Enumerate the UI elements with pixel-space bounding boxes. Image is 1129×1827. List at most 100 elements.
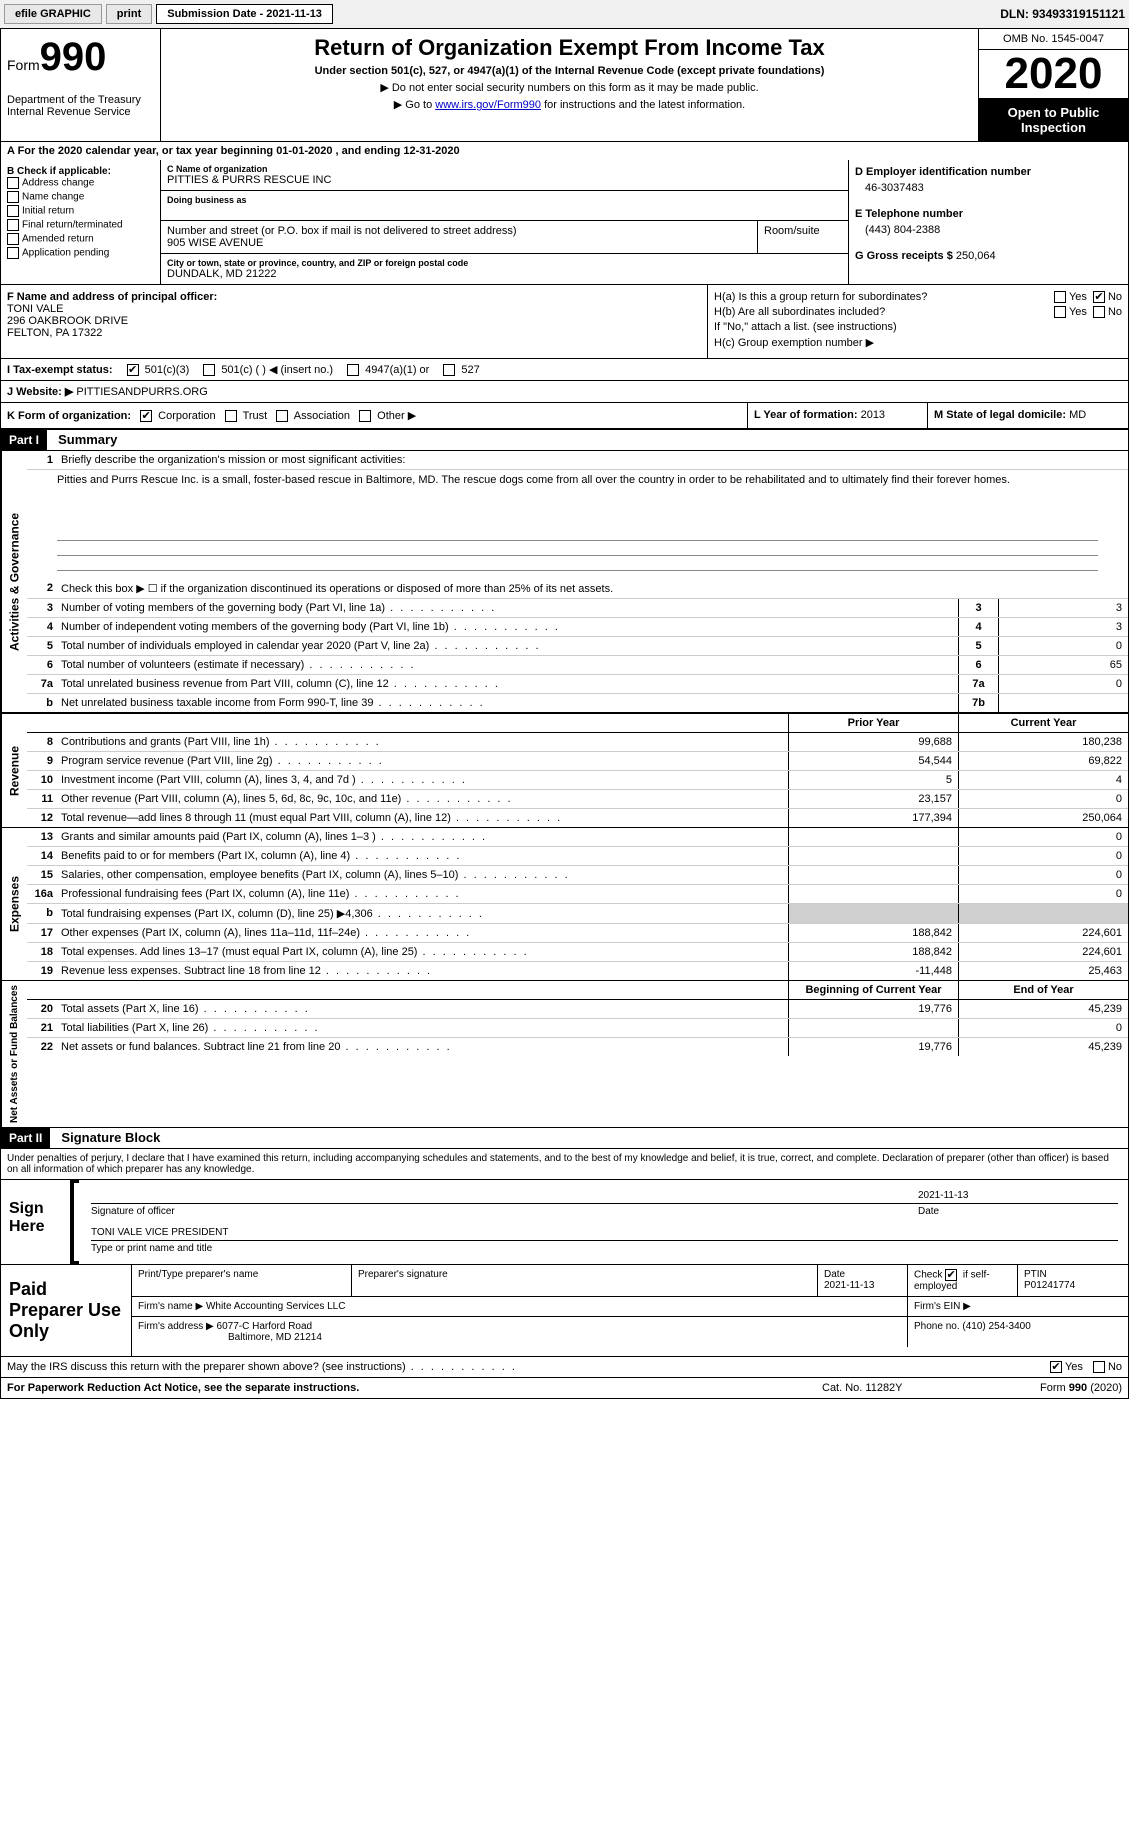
cb-app-pending[interactable] [7,247,19,259]
officer-addr2: FELTON, PA 17322 [7,327,701,339]
netassets-block: Net Assets or Fund Balances Beginning of… [1,981,1128,1128]
ein-label: D Employer identification number [855,166,1122,178]
line-box: 7a [958,675,998,693]
cb-amended[interactable] [7,233,19,245]
footer-row: For Paperwork Reduction Act Notice, see … [1,1378,1128,1398]
curr-value [958,904,1128,923]
curr-value: 224,601 [958,943,1128,961]
form-subtitle: Under section 501(c), 527, or 4947(a)(1)… [167,65,972,77]
section-c: C Name of organization PITTIES & PURRS R… [161,160,848,284]
ptin-label: PTIN [1024,1269,1047,1280]
addr-value: 905 WISE AVENUE [167,237,751,249]
lbl-address-change: Address change [22,178,94,189]
cb-discuss-no[interactable] [1093,1361,1105,1373]
print-button[interactable]: print [106,4,152,24]
cb-hb-yes[interactable] [1054,306,1066,318]
preparer-label: Paid Preparer Use Only [1,1265,131,1356]
line-desc: Total expenses. Add lines 13–17 (must eq… [57,943,788,961]
cb-527[interactable] [443,364,455,376]
cb-initial-return[interactable] [7,205,19,217]
expenses-block: Expenses 13Grants and similar amounts pa… [1,828,1128,981]
l2-desc: Check this box ▶ ☐ if the organization d… [57,579,1128,598]
room-label: Room/suite [764,225,820,237]
efile-button[interactable]: efile GRAPHIC [4,4,102,24]
side-revenue: Revenue [1,714,27,827]
l-label: L Year of formation: [754,409,858,421]
line-value: 3 [998,618,1128,636]
cb-discuss-yes[interactable] [1050,1361,1062,1373]
website-value: PITTIESANDPURRS.ORG [76,386,207,398]
line-row: 14Benefits paid to or for members (Part … [27,847,1128,866]
prep-sig-label: Preparer's signature [352,1265,818,1296]
cb-trust[interactable] [225,410,237,422]
curr-value: 0 [958,828,1128,846]
l2-num: 2 [27,579,57,598]
part1-label: Part I [1,430,47,450]
line-desc: Total fundraising expenses (Part IX, col… [57,904,788,923]
line-desc: Contributions and grants (Part VIII, lin… [57,733,788,751]
line-desc: Total unrelated business revenue from Pa… [57,675,958,693]
cb-name-change[interactable] [7,191,19,203]
line-desc: Investment income (Part VIII, column (A)… [57,771,788,789]
cb-address-change[interactable] [7,177,19,189]
rev-header: Prior Year Current Year [27,714,1128,733]
line-row: 11Other revenue (Part VIII, column (A), … [27,790,1128,809]
cb-final-return[interactable] [7,219,19,231]
opt-other: Other ▶ [377,410,416,422]
irs-link[interactable]: www.irs.gov/Form990 [435,99,541,111]
lbl-final-return: Final return/terminated [22,220,123,231]
line-desc: Number of voting members of the governin… [57,599,958,617]
lbl-app-pending: Application pending [22,248,109,259]
cb-other[interactable] [359,410,371,422]
gross-value: 250,064 [956,250,996,262]
line-num: 20 [27,1000,57,1018]
line-num: 19 [27,962,57,980]
cb-501c3[interactable] [127,364,139,376]
cb-hb-no[interactable] [1093,306,1105,318]
cb-assoc[interactable] [276,410,288,422]
part2-header-row: Part II Signature Block [1,1128,1128,1149]
line-row: bTotal fundraising expenses (Part IX, co… [27,904,1128,924]
header-left: Form990 Department of the Treasury Inter… [1,29,161,141]
form-title: Return of Organization Exempt From Incom… [167,35,972,61]
sign-here-block: Sign Here 2021-11-13 Signature of office… [1,1180,1128,1265]
line-num: 5 [27,637,57,655]
cb-ha-no[interactable] [1093,291,1105,303]
curr-value: 0 [958,790,1128,808]
prior-value: 19,776 [788,1038,958,1056]
cb-ha-yes[interactable] [1054,291,1066,303]
line-num: 11 [27,790,57,808]
line-num: 13 [27,828,57,846]
cb-corp[interactable] [140,410,152,422]
prior-value [788,1019,958,1037]
curr-value: 4 [958,771,1128,789]
line-num: 18 [27,943,57,961]
ptin-value: P01241774 [1024,1280,1075,1291]
ha-label: H(a) Is this a group return for subordin… [714,291,1054,303]
side-netassets: Net Assets or Fund Balances [1,981,27,1127]
preparer-block: Paid Preparer Use Only Print/Type prepar… [1,1265,1128,1357]
top-toolbar: efile GRAPHIC print Submission Date - 20… [0,0,1129,28]
section-l: L Year of formation: 2013 [748,403,928,428]
header-middle: Return of Organization Exempt From Incom… [161,29,978,141]
line-value: 0 [998,675,1128,693]
line-num: 12 [27,809,57,827]
line-num: 16a [27,885,57,903]
line-row: 16aProfessional fundraising fees (Part I… [27,885,1128,904]
side-expenses: Expenses [1,828,27,980]
l1-desc: Briefly describe the organization's miss… [57,451,1128,469]
line-num: b [27,904,57,923]
section-m: M State of legal domicile: MD [928,403,1128,428]
cb-4947[interactable] [347,364,359,376]
line-desc: Other revenue (Part VIII, column (A), li… [57,790,788,808]
phone-label: E Telephone number [855,208,1122,220]
cb-501c[interactable] [203,364,215,376]
line-desc: Total assets (Part X, line 16) [57,1000,788,1018]
line-desc: Net assets or fund balances. Subtract li… [57,1038,788,1056]
line-value: 0 [998,637,1128,655]
prior-value [788,828,958,846]
curr-value: 0 [958,885,1128,903]
line-row: 8Contributions and grants (Part VIII, li… [27,733,1128,752]
cb-self-employed[interactable] [945,1269,957,1281]
prior-value: -11,448 [788,962,958,980]
